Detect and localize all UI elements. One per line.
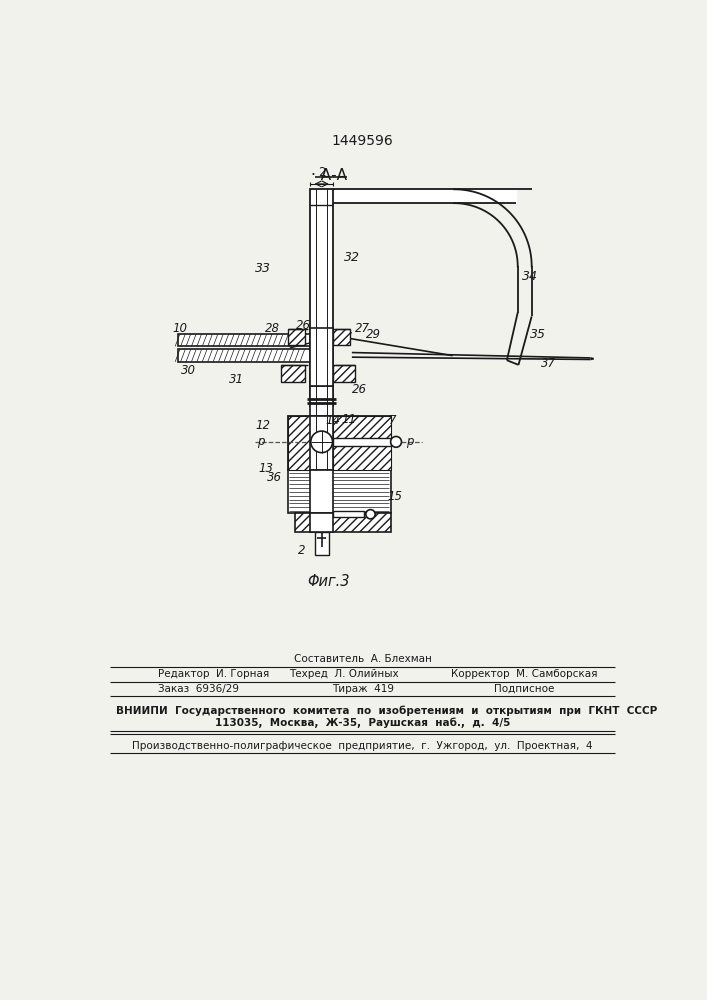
Text: Составитель  А. Блехман: Составитель А. Блехман [294, 654, 432, 664]
Text: 2: 2 [318, 166, 325, 179]
Text: 33: 33 [255, 262, 271, 275]
Text: 26: 26 [352, 383, 367, 396]
Text: 14: 14 [325, 414, 341, 427]
Text: 113035,  Москва,  Ж-35,  Раушская  наб.,  д.  4/5: 113035, Москва, Ж-35, Раушская наб., д. … [215, 718, 510, 728]
Text: 34: 34 [522, 270, 538, 283]
Text: 11: 11 [341, 413, 356, 426]
Text: р: р [257, 435, 265, 448]
Circle shape [366, 510, 375, 519]
Text: Заказ  6936/29: Заказ 6936/29 [158, 684, 239, 694]
Bar [310, 470, 333, 513]
Text: 31: 31 [230, 373, 245, 386]
Text: р: р [406, 435, 414, 448]
Text: 7: 7 [389, 414, 397, 427]
Text: 36: 36 [267, 471, 281, 484]
Text: 28: 28 [265, 322, 280, 335]
Bar [315, 532, 329, 555]
Text: Подписное: Подписное [493, 684, 554, 694]
Bar [310, 328, 333, 386]
Bar [281, 365, 305, 382]
Text: · А-А: · А-А [310, 168, 346, 183]
Text: 10: 10 [172, 322, 187, 335]
Bar [333, 416, 391, 470]
Text: Φиг.3: Φиг.3 [308, 574, 350, 589]
Text: 2: 2 [298, 544, 305, 556]
Bar [288, 416, 391, 470]
Bar [333, 329, 351, 345]
Bar [177, 349, 310, 362]
Bar [288, 470, 391, 513]
Text: 32: 32 [344, 251, 360, 264]
Text: Корректор  М. Самборская: Корректор М. Самборская [450, 669, 597, 679]
Bar [310, 386, 333, 416]
Bar [310, 416, 333, 470]
Text: Производственно-полиграфическое  предприятие,  г.  Ужгород,  ул.  Проектная,  4: Производственно-полиграфическое предприя… [132, 741, 593, 751]
Bar [288, 416, 310, 470]
Text: 35: 35 [530, 328, 546, 341]
Text: Техред  Л. Олийных: Техред Л. Олийных [289, 669, 399, 679]
Bar [288, 329, 305, 345]
Text: 30: 30 [182, 364, 197, 377]
Bar [310, 189, 333, 406]
Text: 1449596: 1449596 [332, 134, 394, 148]
Text: Тираж  419: Тираж 419 [332, 684, 394, 694]
Text: ВНИИПИ  Государственного  комитета  по  изобретениям  и  открытиям  при  ГКНТ  С: ВНИИПИ Государственного комитета по изоб… [116, 705, 658, 716]
Bar [296, 513, 391, 532]
Text: 27: 27 [355, 322, 370, 335]
Bar [333, 511, 364, 517]
Bar [332, 438, 391, 446]
Bar [333, 365, 355, 382]
Circle shape [391, 436, 402, 447]
Bar [310, 513, 333, 532]
Text: 37: 37 [541, 357, 556, 370]
Text: 26: 26 [296, 319, 311, 332]
Polygon shape [333, 190, 516, 202]
Text: 13: 13 [259, 462, 274, 475]
Text: 12: 12 [255, 419, 270, 432]
Text: Редактор  И. Горная: Редактор И. Горная [158, 669, 269, 679]
Text: 29: 29 [366, 328, 381, 341]
Circle shape [311, 431, 332, 453]
Bar [177, 334, 310, 346]
Text: 15: 15 [387, 490, 402, 503]
